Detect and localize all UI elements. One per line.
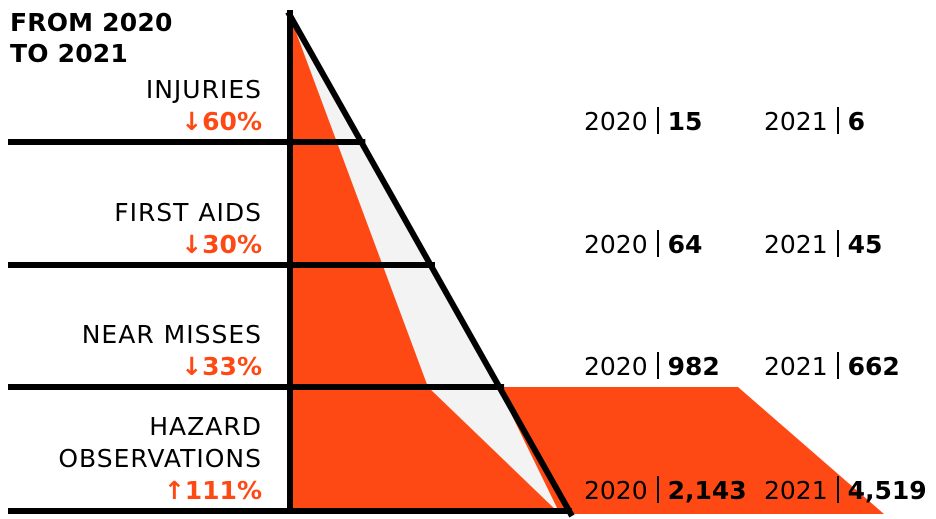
value-number: 2,143 xyxy=(667,476,747,505)
value-number: 662 xyxy=(847,352,900,381)
change-percent: ↑111% xyxy=(163,476,262,505)
change-percent: ↓33% xyxy=(181,352,262,381)
year-label: 2021 xyxy=(764,476,828,505)
year-label: 2021 xyxy=(764,230,828,259)
year-label: 2020 xyxy=(584,230,648,259)
hazard-2021-band xyxy=(498,387,884,514)
chart-title-line-1: FROM 2020 xyxy=(10,8,173,37)
value-2020: 2020 2,143 xyxy=(584,476,747,503)
value-number: 982 xyxy=(667,352,720,381)
value-2021: 2021 4,519 xyxy=(764,476,927,503)
chart-title-line-2: TO 2021 xyxy=(10,39,128,68)
value-number: 64 xyxy=(667,230,703,259)
separator xyxy=(836,476,839,503)
value-number: 15 xyxy=(667,107,703,136)
pyramid-hypotenuse xyxy=(285,10,575,518)
category-label: HAZARD xyxy=(149,412,262,441)
year-label: 2021 xyxy=(764,107,828,136)
change-percent: ↓60% xyxy=(181,107,262,136)
year-label: 2021 xyxy=(764,352,828,381)
value-number: 45 xyxy=(847,230,883,259)
year-label: 2020 xyxy=(584,476,648,505)
year-label: 2020 xyxy=(584,352,648,381)
separator xyxy=(656,352,659,379)
separator xyxy=(656,230,659,257)
separator xyxy=(656,107,659,134)
category-label: INJURIES xyxy=(145,75,262,104)
change-percent: ↓30% xyxy=(181,230,262,259)
value-2021: 2021 662 xyxy=(764,352,900,379)
year-label: 2020 xyxy=(584,107,648,136)
value-2020: 2020 64 xyxy=(584,230,702,257)
category-label: OBSERVATIONS xyxy=(58,444,262,473)
value-2021: 2021 6 xyxy=(764,107,865,134)
separator xyxy=(656,476,659,503)
value-number: 6 xyxy=(847,107,866,136)
value-2020: 2020 982 xyxy=(584,352,720,379)
value-2020: 2020 15 xyxy=(584,107,702,134)
separator xyxy=(836,107,839,134)
category-label: FIRST AIDS xyxy=(114,198,262,227)
separator xyxy=(836,230,839,257)
value-number: 4,519 xyxy=(847,476,927,505)
value-2021: 2021 45 xyxy=(764,230,882,257)
category-label: NEAR MISSES xyxy=(81,320,262,349)
separator xyxy=(836,352,839,379)
